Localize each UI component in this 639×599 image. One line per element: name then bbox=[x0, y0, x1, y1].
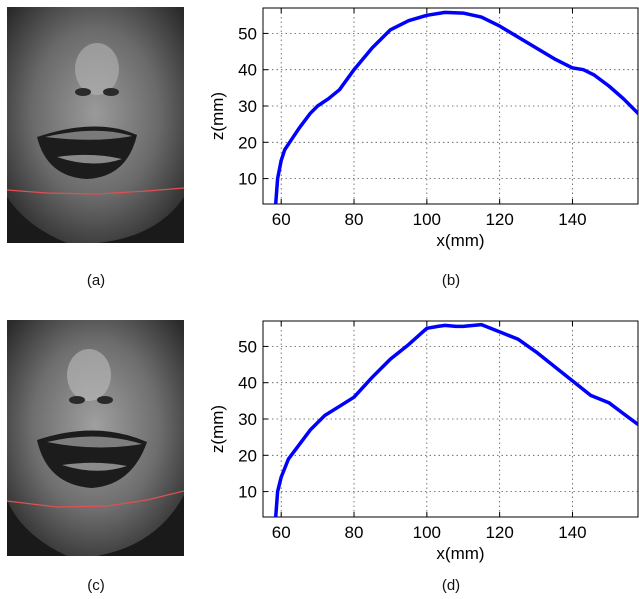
x-tick-label: 100 bbox=[413, 210, 441, 229]
caption-c: (c) bbox=[87, 577, 105, 594]
y-tick-label: 40 bbox=[238, 61, 257, 80]
caption-a: (a) bbox=[86, 272, 106, 289]
x-axis-label: x(mm) bbox=[436, 231, 484, 250]
y-tick-label: 10 bbox=[238, 170, 257, 189]
face-image-a bbox=[7, 7, 184, 243]
y-tick-label: 50 bbox=[238, 24, 257, 43]
y-tick-label: 20 bbox=[238, 446, 257, 465]
x-tick-label: 80 bbox=[345, 523, 364, 542]
x-tick-label: 120 bbox=[485, 210, 513, 229]
series-line bbox=[273, 10, 638, 204]
y-tick-label: 30 bbox=[238, 410, 257, 429]
y-axis-label: z(mm) bbox=[208, 405, 227, 453]
x-tick-label: 140 bbox=[558, 523, 586, 542]
series-line bbox=[273, 322, 638, 517]
chart-b: 60 80 100 120 140 10 20 30 40 50 x(mm) z(mm) bbox=[208, 7, 639, 250]
axes-frame bbox=[262, 7, 639, 205]
caption-d: (d) bbox=[441, 577, 461, 594]
x-tick-label: 60 bbox=[272, 523, 291, 542]
y-axis-label: z(mm) bbox=[208, 92, 227, 140]
x-tick-label: 120 bbox=[485, 523, 513, 542]
x-tick-label: 140 bbox=[558, 210, 586, 229]
plot-area bbox=[263, 8, 638, 204]
y-tick-label: 40 bbox=[238, 374, 257, 393]
y-tick-label: 10 bbox=[238, 483, 257, 502]
x-axis-label: x(mm) bbox=[436, 544, 484, 563]
x-tick-label: 100 bbox=[413, 523, 441, 542]
x-tick-label: 60 bbox=[272, 210, 291, 229]
axes-frame bbox=[262, 320, 639, 518]
y-tick-label: 50 bbox=[238, 337, 257, 356]
y-tick-label: 20 bbox=[238, 133, 257, 152]
chart-d: 60 80 100 120 140 10 20 30 40 50 x(mm) z(mm) bbox=[208, 320, 639, 563]
x-tick-label: 80 bbox=[345, 210, 364, 229]
caption-b: (b) bbox=[441, 272, 461, 289]
y-tick-label: 30 bbox=[238, 97, 257, 116]
plot-area bbox=[263, 321, 638, 517]
face-image-c bbox=[7, 320, 184, 556]
